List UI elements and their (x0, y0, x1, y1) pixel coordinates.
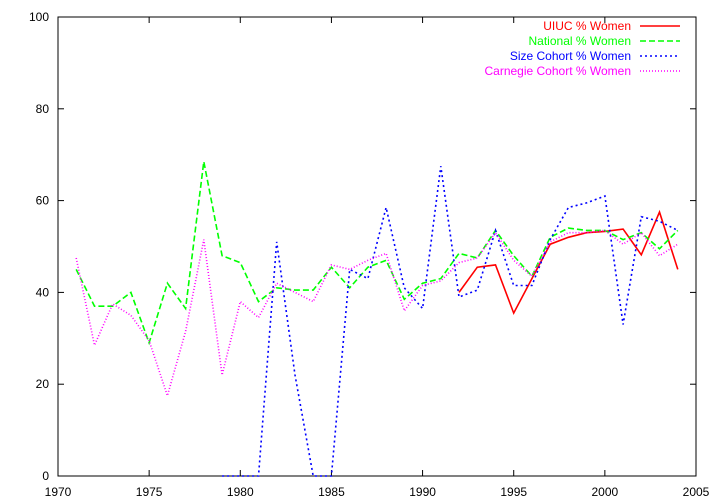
x-tick-label: 2005 (683, 485, 710, 499)
x-tick-label: 2000 (592, 485, 619, 499)
series-line-3 (222, 166, 679, 477)
y-tick-label: 0 (42, 469, 49, 483)
legend-label: Carnegie Cohort % Women (484, 64, 631, 78)
y-tick-label: 100 (29, 10, 49, 24)
series-line-1 (458, 209, 679, 316)
y-tick-label: 40 (36, 285, 50, 299)
y-tick-label: 80 (36, 102, 50, 116)
x-tick-label: 1970 (45, 485, 72, 499)
plot-axes: 1970 1975 1980 1985 1990 1995 2000 2005 0 20 40 60 8… (29, 10, 710, 499)
x-tick-label: 1985 (318, 485, 345, 499)
y-tick-label: 20 (36, 377, 50, 391)
series-line-4 (75, 229, 679, 399)
series-line-2 (75, 161, 679, 346)
legend-label: UIUC % Women (543, 19, 631, 33)
plot-frame (57, 16, 697, 477)
legend-label: Size Cohort % Women (510, 49, 631, 63)
x-tick-label: 1990 (409, 485, 436, 499)
plot-series (75, 161, 679, 477)
y-tick-label: 60 (36, 194, 50, 208)
x-tick-label: 1975 (136, 485, 163, 499)
x-tick-label: 1995 (500, 485, 527, 499)
x-tick-label: 1980 (227, 485, 254, 499)
legend-label: National % Women (529, 34, 632, 48)
